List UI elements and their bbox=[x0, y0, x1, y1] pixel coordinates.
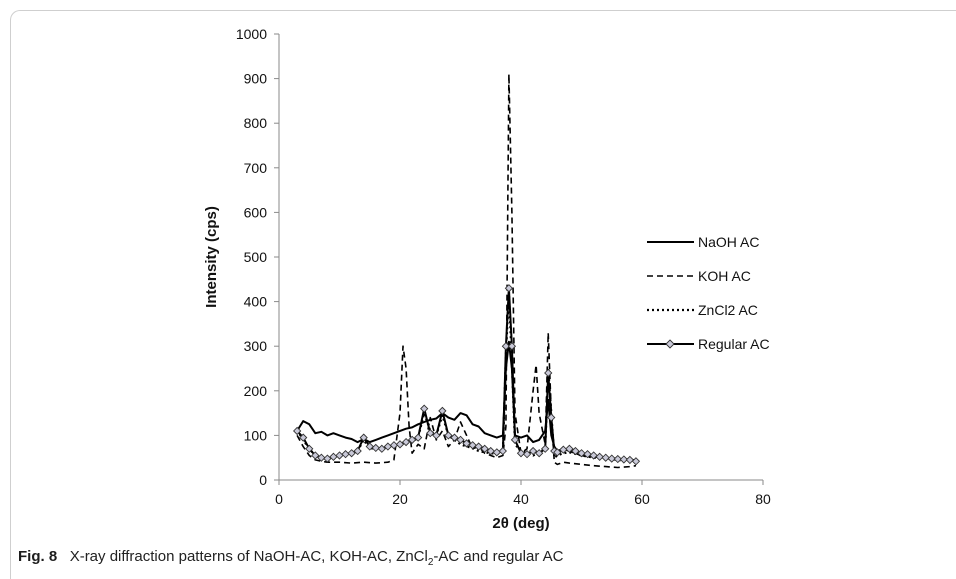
regular-ac-marker bbox=[311, 451, 320, 460]
regular-ac-marker bbox=[305, 444, 314, 453]
regular-ac-marker bbox=[438, 406, 447, 416]
regular-ac-marker bbox=[299, 433, 308, 442]
regular-ac-marker bbox=[571, 446, 580, 456]
regular-ac-marker bbox=[601, 453, 610, 462]
regular-ac-marker bbox=[450, 433, 459, 442]
regular-ac-marker bbox=[553, 448, 562, 457]
regular-ac-marker bbox=[577, 449, 586, 458]
y-tick-label: 200 bbox=[244, 383, 268, 399]
x-axis-title: 2θ (deg) bbox=[492, 515, 549, 532]
regular-ac-marker bbox=[631, 457, 641, 466]
series-line-koh-ac bbox=[296, 73, 637, 469]
x-tick-label: 20 bbox=[392, 491, 408, 507]
legend-marker bbox=[665, 339, 675, 349]
regular-ac-marker bbox=[317, 453, 326, 462]
y-axis-title: Intensity (cps) bbox=[203, 206, 220, 308]
regular-ac-marker bbox=[498, 446, 507, 456]
x-tick-label: 0 bbox=[275, 491, 283, 507]
regular-ac-marker bbox=[371, 443, 380, 453]
regular-ac-marker bbox=[583, 449, 592, 459]
series-line-zncl2-ac bbox=[296, 291, 637, 464]
legend-label: KOH AC bbox=[698, 268, 751, 284]
caption-label: Fig. 8 bbox=[18, 548, 58, 565]
regular-ac-marker bbox=[401, 437, 411, 447]
regular-ac-marker bbox=[329, 452, 338, 461]
y-tick-label: 900 bbox=[244, 71, 268, 87]
y-tick-label: 700 bbox=[244, 160, 268, 176]
regular-ac-marker bbox=[589, 451, 598, 460]
regular-ac-marker bbox=[395, 440, 405, 449]
regular-ac-marker bbox=[474, 442, 483, 451]
regular-ac-marker bbox=[341, 449, 350, 459]
regular-ac-marker bbox=[544, 368, 553, 378]
regular-ac-marker bbox=[365, 442, 374, 451]
regular-ac-marker bbox=[507, 342, 517, 351]
legend-label: NaOH AC bbox=[698, 234, 759, 250]
legend-label: Regular AC bbox=[698, 336, 770, 352]
regular-ac-marker bbox=[541, 444, 550, 453]
regular-ac-marker bbox=[613, 454, 622, 464]
regular-ac-marker bbox=[480, 444, 489, 453]
regular-ac-marker bbox=[347, 449, 356, 458]
regular-ac-marker bbox=[522, 449, 532, 459]
x-tick-label: 60 bbox=[634, 491, 650, 507]
figure-caption: Fig. 8 X-ray diffraction patterns of NaO… bbox=[18, 548, 564, 568]
legend-label: ZnCl2 AC bbox=[698, 302, 758, 318]
regular-ac-marker bbox=[353, 446, 362, 456]
x-tick-label: 40 bbox=[513, 491, 529, 507]
regular-ac-marker bbox=[420, 404, 429, 413]
regular-ac-marker bbox=[377, 444, 386, 453]
regular-ac-marker bbox=[389, 441, 399, 450]
regular-ac-marker bbox=[547, 413, 556, 422]
regular-ac-marker bbox=[462, 439, 471, 448]
y-tick-label: 800 bbox=[244, 115, 268, 131]
regular-ac-marker bbox=[426, 429, 435, 438]
regular-ac-marker bbox=[565, 444, 574, 453]
regular-ac-marker bbox=[468, 441, 477, 450]
figure-frame bbox=[10, 10, 956, 579]
regular-ac-marker bbox=[607, 454, 616, 463]
regular-ac-marker bbox=[619, 455, 628, 464]
y-tick-label: 600 bbox=[244, 204, 268, 220]
regular-ac-marker bbox=[444, 431, 453, 440]
y-tick-label: 0 bbox=[259, 472, 267, 488]
regular-ac-marker bbox=[516, 449, 526, 458]
y-tick-label: 400 bbox=[244, 294, 268, 310]
regular-ac-marker bbox=[359, 433, 368, 442]
xrd-chart: 0 100 200 300 400 500 600 700 800 900 1000 0 20 40 60 8… bbox=[203, 26, 771, 532]
regular-ac-marker bbox=[625, 455, 635, 465]
regular-ac-marker bbox=[407, 435, 417, 444]
regular-ac-marker bbox=[293, 426, 302, 436]
y-tick-label: 1000 bbox=[236, 26, 267, 42]
regular-ac-marker bbox=[535, 449, 544, 458]
regular-ac-marker bbox=[492, 448, 501, 457]
regular-ac-marker bbox=[456, 435, 465, 444]
caption-text: X-ray diffraction patterns of NaOH-AC, K… bbox=[69, 548, 564, 568]
regular-ac-marker bbox=[323, 454, 332, 463]
regular-ac-marker bbox=[432, 431, 441, 440]
y-tick-label: 100 bbox=[244, 427, 268, 443]
y-tick-label: 300 bbox=[244, 338, 268, 354]
regular-ac-marker bbox=[528, 446, 538, 456]
regular-ac-marker bbox=[414, 433, 423, 442]
x-tick-label: 80 bbox=[755, 491, 771, 507]
regular-ac-marker bbox=[501, 342, 511, 351]
regular-ac-marker bbox=[510, 435, 520, 444]
regular-ac-marker bbox=[595, 452, 604, 461]
regular-ac-marker bbox=[486, 446, 495, 456]
regular-ac-marker bbox=[335, 451, 344, 460]
y-tick-label: 500 bbox=[244, 249, 268, 265]
regular-ac-marker bbox=[504, 284, 514, 293]
